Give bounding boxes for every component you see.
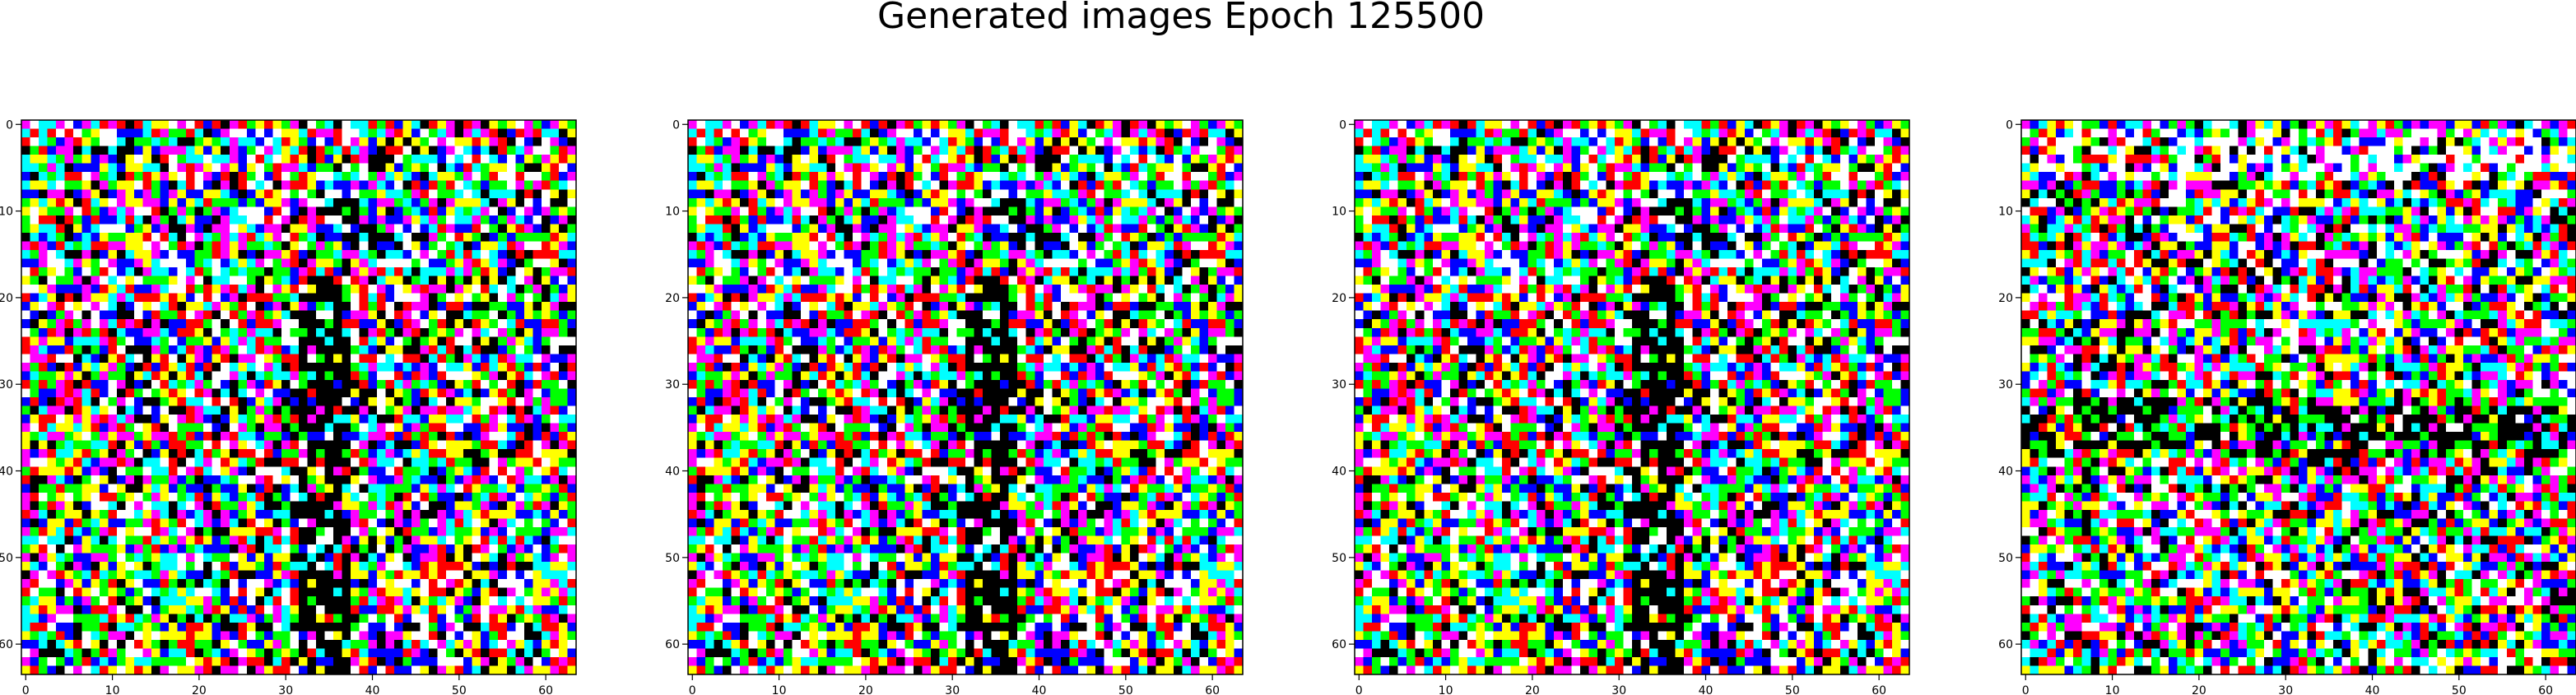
x-tick-label: 10	[105, 684, 120, 695]
y-tick-label: 10	[665, 206, 680, 219]
y-tick-label: 40	[665, 466, 680, 479]
image-panel-1: 0 10 20 30 40 50 60 0 10 20 30 40 50 60	[0, 118, 577, 695]
x-tick-label: 0	[22, 684, 30, 695]
x-tick-label: 20	[858, 684, 873, 695]
x-tick-label: 30	[945, 684, 960, 695]
y-tick-label: 20	[1332, 292, 1346, 305]
image-panel-2: 0 10 20 30 40 50 60 0 10 20 30 40 50 60	[665, 118, 1244, 695]
x-tick-label: 50	[1785, 684, 1800, 695]
y-tick-label: 30	[1998, 378, 2013, 392]
y-tick-label: 10	[1332, 206, 1346, 219]
y-tick-label: 0	[6, 118, 13, 132]
x-tick-label: 60	[2538, 684, 2553, 695]
x-tick-label: 60	[1872, 684, 1886, 695]
x-tick-label: 10	[772, 684, 787, 695]
axes-frame	[687, 119, 1244, 675]
x-tick-label: 20	[1525, 684, 1540, 695]
y-tick-label: 20	[0, 292, 13, 305]
y-tick-label: 40	[0, 466, 13, 479]
y-tick-label: 30	[665, 378, 680, 392]
y-tick-label: 40	[1998, 466, 2013, 479]
y-tick-label: 60	[1332, 638, 1346, 651]
y-tick-label: 40	[1332, 466, 1346, 479]
x-tick-label: 30	[1611, 684, 1626, 695]
y-tick-label: 0	[672, 118, 680, 132]
y-tick-label: 20	[1998, 292, 2013, 305]
y-tick-label: 30	[1332, 378, 1346, 392]
y-tick-label: 10	[1998, 206, 2013, 219]
x-tick-label: 40	[1032, 684, 1047, 695]
y-tick-label: 60	[0, 638, 13, 651]
x-tick-label: 30	[2278, 684, 2293, 695]
x-tick-label: 40	[365, 684, 380, 695]
y-tick-label: 50	[1998, 552, 2013, 565]
x-tick-label: 30	[278, 684, 293, 695]
x-tick-label: 60	[538, 684, 553, 695]
axes-frame	[2020, 119, 2576, 675]
figure-title: Generated images Epoch 125500	[876, 0, 1486, 37]
y-tick-label: 10	[0, 206, 13, 219]
generated-image-1	[21, 120, 576, 674]
x-tick-label: 40	[1699, 684, 1713, 695]
image-panel-4: 0 10 20 30 40 50 60 0 10 20 30 40 50 60	[1998, 118, 2576, 695]
y-tick-label: 50	[0, 552, 13, 565]
axes-frame	[1354, 119, 1910, 675]
y-tick-label: 30	[0, 378, 13, 392]
x-tick-label: 20	[192, 684, 207, 695]
y-tick-label: 50	[1332, 552, 1346, 565]
image-panel-3: 0 10 20 30 40 50 60 0 10 20 30 40 50 60	[1332, 118, 1910, 695]
x-tick-label: 0	[2022, 684, 2030, 695]
y-tick-label: 20	[665, 292, 680, 305]
x-tick-label: 20	[2192, 684, 2206, 695]
x-tick-label: 50	[2452, 684, 2467, 695]
x-tick-label: 10	[1439, 684, 1453, 695]
y-tick-label: 0	[1339, 118, 1346, 132]
y-tick-label: 0	[2006, 118, 2013, 132]
generated-image-4	[2021, 120, 2576, 674]
x-tick-label: 40	[2365, 684, 2380, 695]
x-tick-label: 50	[1118, 684, 1133, 695]
x-tick-label: 0	[689, 684, 696, 695]
y-tick-label: 60	[1998, 638, 2013, 651]
x-tick-label: 10	[2105, 684, 2120, 695]
y-tick-label: 50	[665, 552, 680, 565]
x-tick-label: 60	[1205, 684, 1220, 695]
generated-image-3	[1355, 120, 1909, 674]
x-tick-label: 0	[1355, 684, 1363, 695]
axes-frame	[21, 119, 577, 675]
x-tick-label: 50	[452, 684, 467, 695]
generated-image-2	[688, 120, 1243, 674]
y-tick-label: 60	[665, 638, 680, 651]
